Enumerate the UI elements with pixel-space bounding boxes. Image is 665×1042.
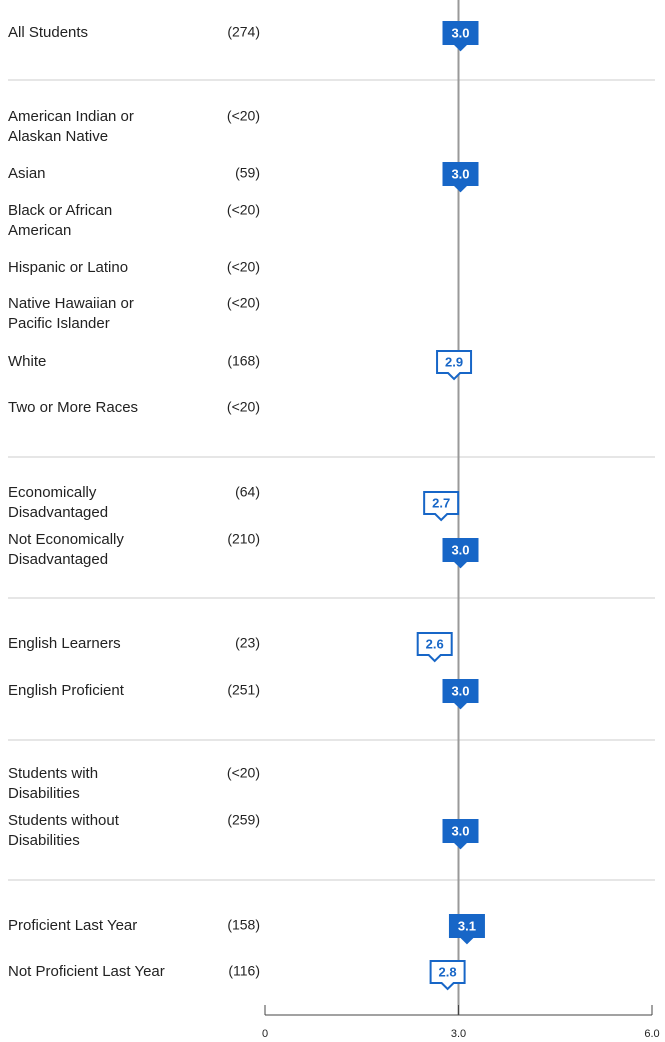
value-label: 2.9 — [445, 354, 463, 369]
marker: 3.0 — [442, 162, 479, 193]
x-tick-label: 3.0 — [451, 1028, 466, 1040]
value-marker — [416, 632, 453, 663]
count-label: (<20) — [227, 108, 260, 124]
count-label: (59) — [235, 165, 260, 181]
category-label: Not Proficient Last Year — [8, 963, 165, 980]
value-label: 3.0 — [451, 542, 469, 557]
value-label: 3.0 — [451, 25, 469, 40]
marker: 2.6 — [416, 632, 453, 663]
value-label: 2.8 — [439, 964, 457, 979]
category-label: Students with Disabilities — [8, 765, 98, 802]
category-label: White — [8, 353, 46, 370]
category-label: Economically Disadvantaged — [8, 484, 108, 521]
category-label: Students without Disabilities — [8, 812, 120, 849]
count-label: (116) — [228, 963, 260, 979]
x-tick-label: 0 — [262, 1028, 268, 1040]
value-marker — [442, 679, 479, 710]
value-label: 2.7 — [432, 495, 450, 510]
value-marker — [442, 819, 479, 850]
value-marker — [442, 162, 479, 193]
count-label: (274) — [227, 24, 260, 40]
category-label: American Indian or Alaskan Native — [8, 108, 134, 145]
count-label: (158) — [227, 917, 260, 933]
count-label: (64) — [235, 484, 260, 500]
category-label: Proficient Last Year — [8, 917, 137, 934]
count-label: (<20) — [227, 399, 260, 415]
category-label: Black or African American — [8, 202, 112, 239]
value-marker — [429, 960, 466, 991]
category-label: English Proficient — [8, 682, 125, 699]
count-label: (168) — [227, 353, 260, 369]
value-marker — [448, 914, 485, 945]
marker: 3.0 — [442, 819, 479, 850]
marker: 3.0 — [442, 679, 479, 710]
count-label: (210) — [227, 531, 260, 547]
value-label: 2.6 — [426, 636, 444, 651]
category-label: English Learners — [8, 635, 121, 652]
value-label: 3.1 — [458, 918, 476, 933]
category-label: Not Economically Disadvantaged — [8, 531, 124, 568]
marker: 3.0 — [442, 538, 479, 569]
category-label: Asian — [8, 165, 46, 182]
marker: 2.8 — [429, 960, 466, 991]
category-label: All Students — [8, 24, 88, 41]
marker: 3.0 — [442, 21, 479, 52]
count-label: (251) — [227, 682, 260, 698]
value-label: 3.0 — [451, 166, 469, 181]
value-label: 3.0 — [451, 683, 469, 698]
count-label: (<20) — [227, 295, 260, 311]
count-label: (23) — [235, 635, 260, 651]
value-marker — [436, 350, 473, 381]
category-label: Hispanic or Latino — [8, 259, 128, 276]
count-label: (<20) — [227, 765, 260, 781]
marker: 3.1 — [448, 914, 485, 945]
category-label: Native Hawaiian or Pacific Islander — [8, 295, 134, 332]
value-marker — [423, 491, 460, 522]
count-label: (<20) — [227, 259, 260, 275]
count-label: (259) — [227, 812, 260, 828]
marker: 2.7 — [423, 491, 460, 522]
value-marker — [442, 538, 479, 569]
category-label: Two or More Races — [8, 399, 138, 416]
value-marker — [442, 21, 479, 52]
count-label: (<20) — [227, 202, 260, 218]
marker: 2.9 — [436, 350, 473, 381]
value-label: 3.0 — [451, 823, 469, 838]
x-tick-label: 6.0 — [644, 1028, 659, 1040]
